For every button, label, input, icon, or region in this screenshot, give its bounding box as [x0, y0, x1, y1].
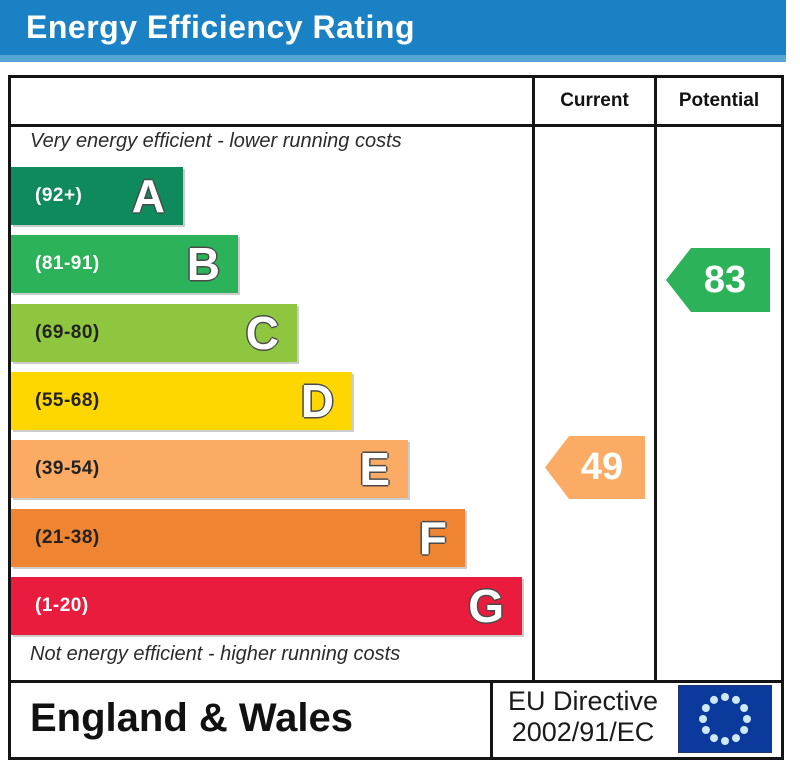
rating-band: (39-54) E	[11, 440, 408, 498]
band-range-label: (21-38)	[35, 527, 100, 548]
column-header-current: Current	[560, 90, 629, 111]
potential-rating-value: 83	[703, 258, 747, 301]
band-range-label: (81-91)	[35, 253, 100, 274]
caption-not-efficient: Not energy efficient - higher running co…	[30, 643, 401, 665]
potential-rating-arrow: 83	[666, 248, 770, 312]
potential-column-line	[654, 78, 657, 683]
footer-region-label: England & Wales	[30, 696, 354, 740]
band-range-label: (39-54)	[35, 458, 100, 479]
directive-line-1: EU Directive	[507, 686, 659, 716]
band-grade-letter: C	[245, 307, 279, 359]
column-header-potential: Potential	[678, 90, 760, 111]
footer-directive-label: EU Directive 2002/91/EC	[495, 686, 671, 748]
band-grade-letter: B	[186, 238, 220, 290]
title-bar: Energy Efficiency Rating	[0, 0, 786, 62]
current-column-line	[532, 78, 535, 683]
rating-band: (81-91) B	[11, 235, 238, 293]
current-rating-value: 49	[580, 446, 624, 488]
page-title: Energy Efficiency Rating	[26, 9, 415, 45]
rating-band: (55-68) D	[11, 372, 352, 430]
footer-divider-line	[11, 680, 781, 683]
rating-band: (69-80) C	[11, 304, 297, 362]
header-divider-line	[11, 124, 781, 127]
band-grade-letter: G	[468, 580, 504, 632]
footer-region-divider-line	[490, 680, 493, 757]
band-grade-letter: D	[300, 375, 334, 427]
band-grade-letter: E	[359, 443, 390, 495]
rating-band: (21-38) F	[11, 509, 465, 567]
band-grade-letter: F	[418, 512, 447, 564]
eu-flag-stars	[699, 693, 751, 745]
band-grade-letter: A	[131, 170, 165, 222]
eu-flag-icon	[678, 685, 772, 753]
rating-band: (92+) A	[11, 167, 183, 225]
band-range-label: (55-68)	[35, 390, 100, 411]
band-range-label: (1-20)	[35, 595, 89, 616]
directive-line-2: 2002/91/EC	[511, 717, 655, 747]
band-range-label: (69-80)	[35, 322, 100, 343]
rating-band: (1-20) G	[11, 577, 522, 635]
band-range-label: (92+)	[35, 185, 83, 206]
current-rating-arrow: 49	[545, 436, 645, 499]
caption-very-efficient: Very energy efficient - lower running co…	[30, 130, 402, 152]
rating-table: Current Potential Very energy efficient …	[8, 75, 784, 760]
